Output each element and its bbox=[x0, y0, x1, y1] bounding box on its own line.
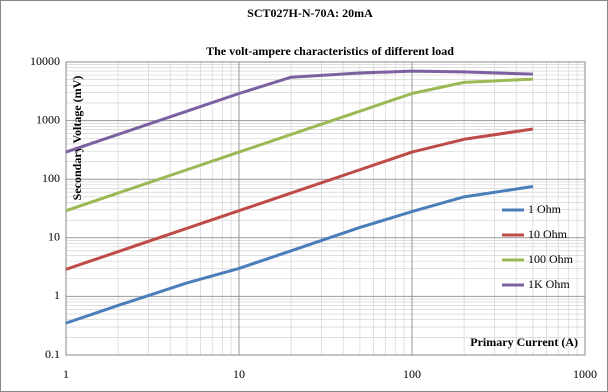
y-tick-label: 10 bbox=[48, 230, 60, 244]
series-line bbox=[65, 127, 534, 271]
legend-label: 100 Ohm bbox=[528, 252, 574, 266]
chart-subtitle: The volt-ampere characteristics of diffe… bbox=[206, 44, 454, 58]
x-axis-label: Primary Current (A) bbox=[470, 335, 578, 349]
chart-title: SCT027H-N-70A: 20mA bbox=[247, 6, 373, 20]
legend-label: 10 Ohm bbox=[528, 227, 568, 241]
series-line bbox=[65, 185, 534, 325]
y-tick-label: 1000 bbox=[36, 112, 60, 126]
y-tick-label: 1 bbox=[54, 288, 60, 302]
y-tick-label: 0.1 bbox=[45, 347, 60, 361]
x-tick-label: 10 bbox=[233, 367, 245, 381]
series-line bbox=[65, 77, 533, 213]
x-tick-label: 100 bbox=[403, 367, 421, 381]
x-tick-label: 1000 bbox=[573, 367, 597, 381]
y-tick-label: 100 bbox=[42, 171, 60, 185]
legend-label: 1K Ohm bbox=[528, 277, 570, 291]
y-axis-label: Secondary Voltage (mV) bbox=[70, 76, 84, 201]
x-tick-label: 1 bbox=[63, 367, 69, 381]
plot-frame bbox=[65, 61, 586, 356]
series-line bbox=[65, 69, 533, 154]
legend-label: 1 Ohm bbox=[528, 202, 562, 216]
y-tick-label: 10000 bbox=[30, 54, 60, 68]
